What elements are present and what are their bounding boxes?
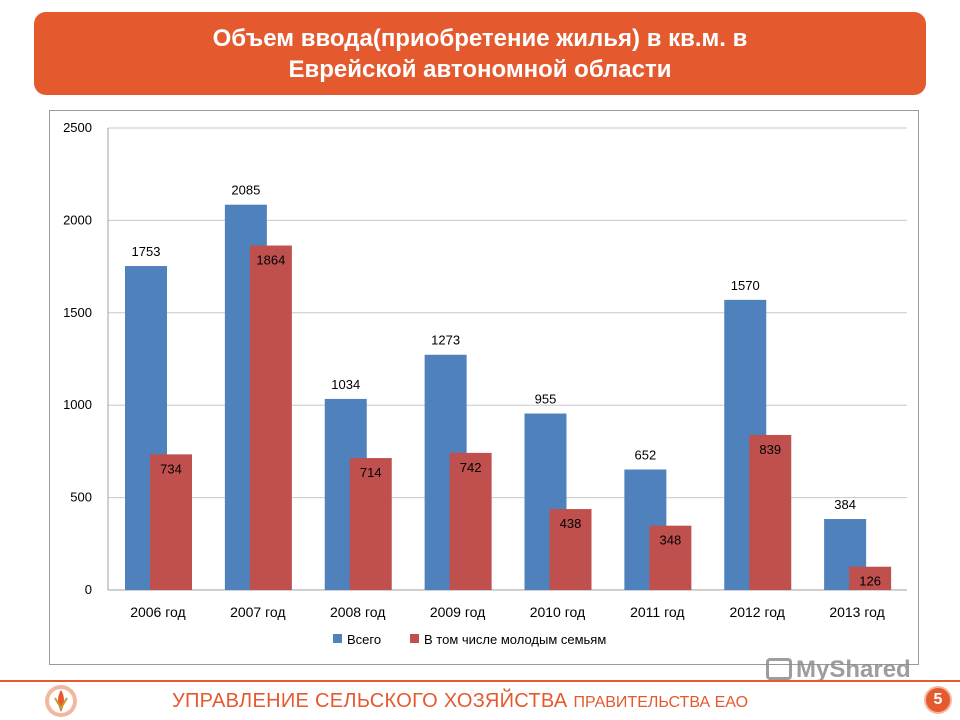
bar-young-families — [249, 245, 292, 590]
page-number-badge: 5 — [924, 686, 952, 714]
y-tick-label: 1500 — [63, 305, 92, 320]
bar-young-families — [349, 458, 392, 590]
data-label-young-families: 742 — [460, 460, 482, 475]
title-line-1: Объем ввода(приобретение жилья) в кв.м. … — [212, 24, 748, 52]
data-label-total: 652 — [635, 448, 657, 463]
chart-frame: 0 500 1000 1500 2000 2500 1753 734 2006 год 2085 1… — [49, 110, 919, 665]
data-label-young-families: 734 — [160, 461, 182, 476]
x-tick-label: 2010 год — [530, 604, 585, 620]
title-banner: Объем ввода(приобретение жилья) в кв.м. … — [34, 12, 926, 95]
data-label-young-families: 1864 — [256, 253, 285, 268]
legend-label: Всего — [347, 632, 381, 647]
footer-sub-text: ПРАВИТЕЛЬСТВА ЕАО — [573, 694, 749, 711]
x-tick-label: 2008 год — [330, 604, 385, 620]
x-tick-label: 2013 год — [829, 604, 884, 620]
footer-main-text: УПРАВЛЕНИЕ СЕЛЬСКОГО ХОЗЯЙСТВА — [172, 690, 568, 712]
data-label-total: 1273 — [431, 333, 460, 348]
y-tick-label: 500 — [70, 490, 92, 505]
data-label-total: 955 — [535, 392, 557, 407]
bar-young-families — [749, 434, 792, 590]
data-label-young-families: 839 — [759, 442, 781, 457]
y-tick-label: 2000 — [63, 212, 92, 227]
title-line-2: Еврейской автономной области — [288, 55, 672, 83]
y-tick-label: 0 — [85, 582, 92, 597]
bar-young-families — [849, 566, 892, 590]
footer-organization: УПРАВЛЕНИЕ СЕЛЬСКОГО ХОЗЯЙСТВА ПРАВИТЕЛЬС… — [172, 690, 748, 713]
data-label-young-families: 714 — [360, 465, 382, 480]
legend-swatch — [410, 634, 419, 643]
data-label-total: 1034 — [331, 377, 360, 392]
watermark-logo-icon — [766, 658, 792, 680]
bar-young-families — [649, 525, 692, 590]
data-label-young-families: 438 — [560, 516, 582, 531]
x-tick-label: 2007 год — [230, 604, 285, 620]
x-tick-label: 2012 год — [729, 604, 784, 620]
emblem-icon — [45, 685, 77, 717]
watermark-text: MyShared — [796, 656, 911, 683]
legend-swatch — [333, 634, 342, 643]
data-label-young-families: 348 — [660, 533, 682, 548]
bar-chart: 0 500 1000 1500 2000 2500 1753 734 2006 год 2085 1… — [63, 120, 907, 647]
legend-label: В том числе молодым семьям — [424, 632, 606, 647]
bar-young-families — [449, 452, 492, 590]
data-label-total: 1753 — [132, 244, 161, 259]
watermark: MyShared — [766, 656, 911, 684]
footer-divider — [0, 680, 960, 682]
bar-young-families — [549, 509, 592, 590]
data-label-young-families: 126 — [859, 574, 881, 589]
data-label-total: 1570 — [731, 278, 760, 293]
y-tick-label: 1000 — [63, 397, 92, 412]
x-tick-label: 2011 год — [630, 604, 684, 620]
data-label-total: 2085 — [231, 183, 260, 198]
x-tick-label: 2006 год — [130, 604, 185, 620]
data-label-total: 384 — [834, 497, 856, 512]
y-tick-label: 2500 — [63, 120, 92, 135]
bar-young-families — [150, 454, 192, 590]
x-tick-label: 2009 год — [430, 604, 485, 620]
